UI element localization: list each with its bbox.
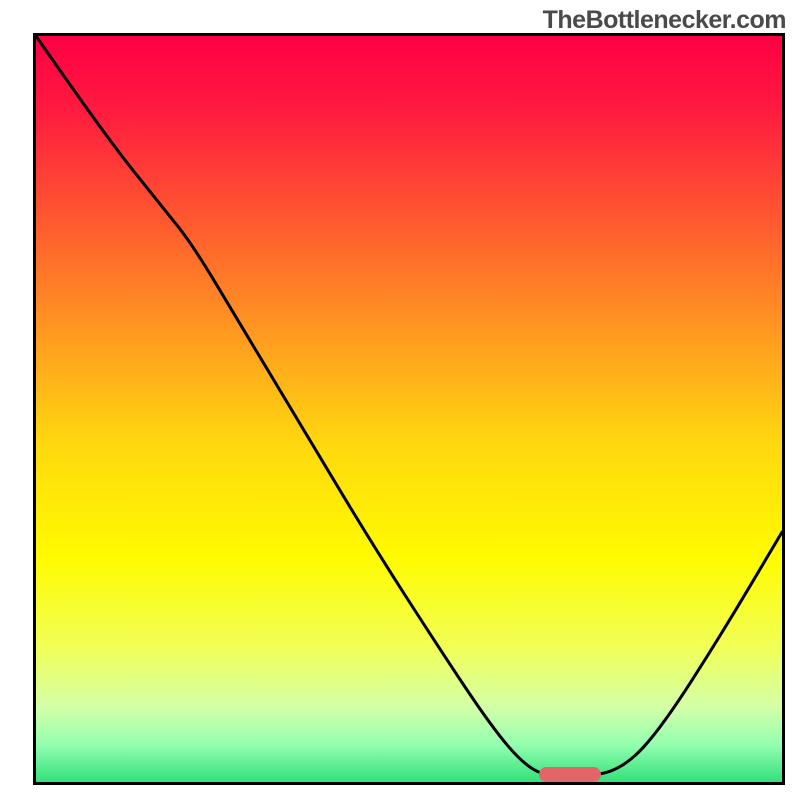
watermark-text: TheBottlenecker.com xyxy=(543,6,786,35)
optimal-marker xyxy=(539,767,601,782)
plot-frame xyxy=(33,33,785,785)
